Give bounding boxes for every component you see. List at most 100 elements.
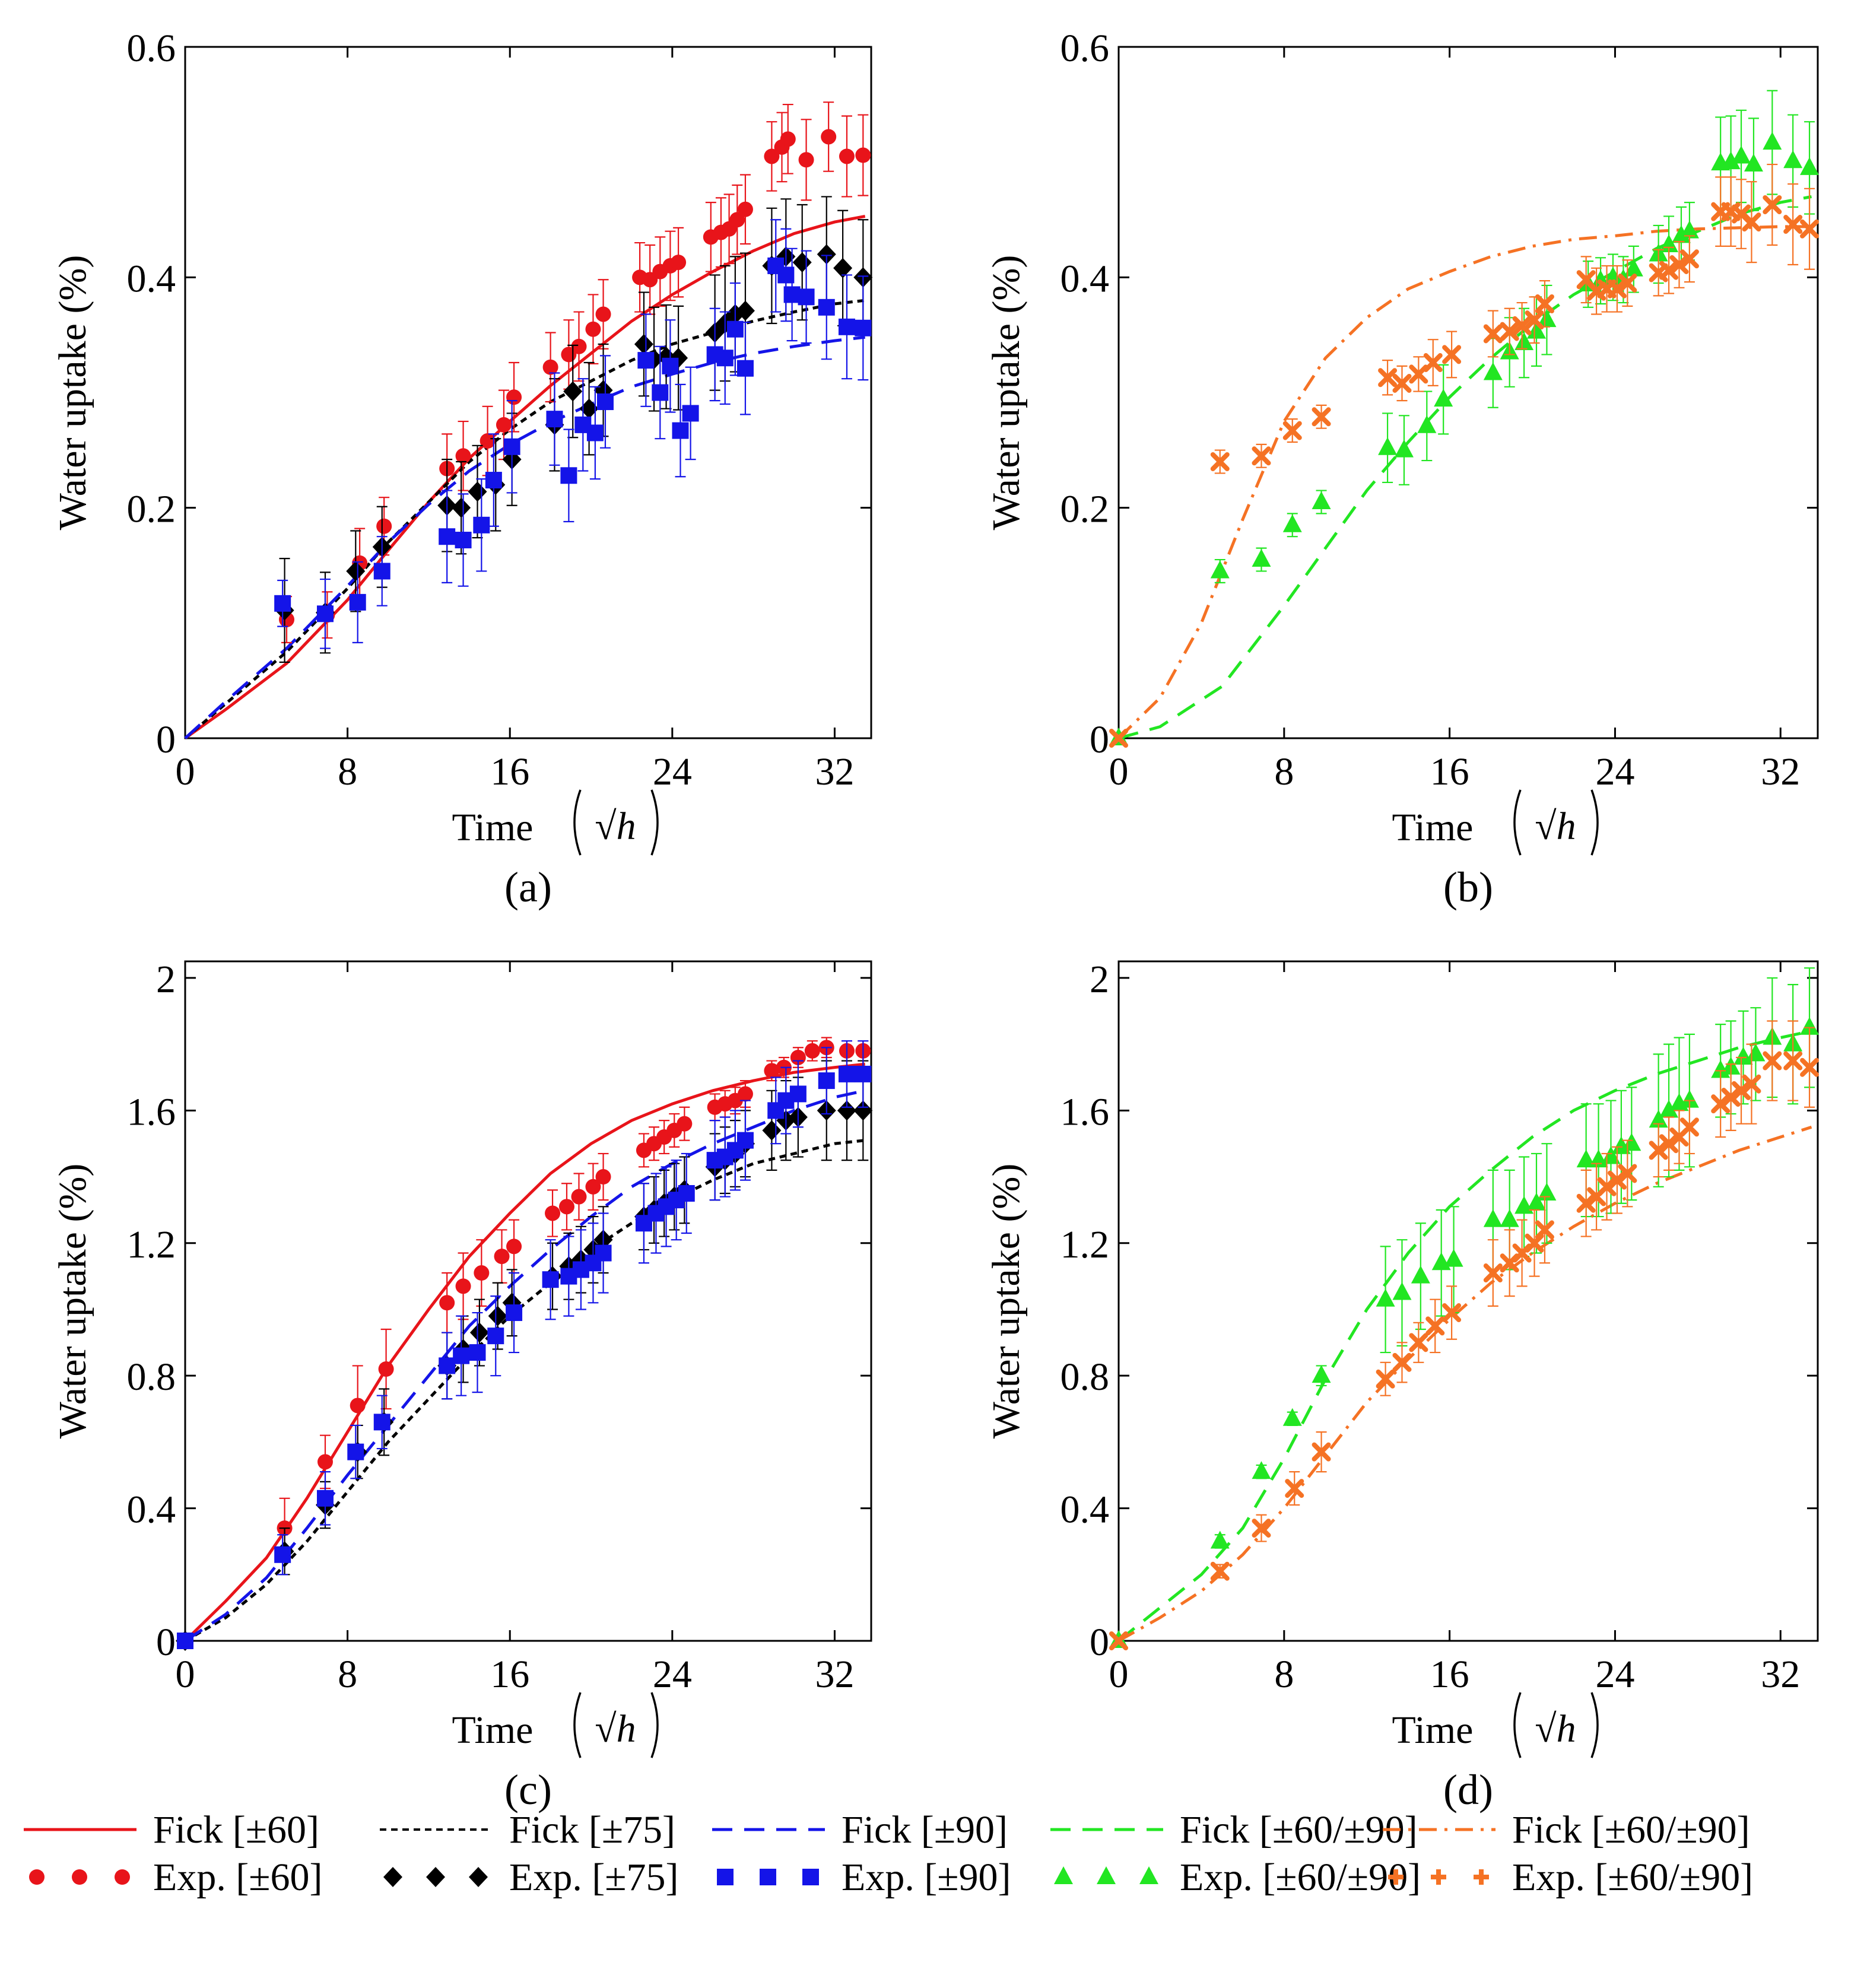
data-point [378,1361,394,1377]
data-point [474,1265,490,1281]
data-point [804,1043,820,1059]
data-point [837,1100,856,1121]
plot-frame [184,960,872,1642]
data-point [1679,1117,1699,1137]
data-point [634,334,653,354]
chart-panels: 0 8 16 24 32 0 0.2 0.4 0.6 Water uptake (%) Time √h… [51,27,1820,1814]
data-point [560,467,577,484]
legend-marker-swatch [72,1869,87,1885]
data-point [439,528,456,545]
chart-panel-c: 0 8 16 24 32 0 0.4 0.8 1.2 1.6 2 Water uptake (%) Ti… [51,958,873,1814]
data-point [672,422,689,439]
data-point [1800,219,1820,239]
legend-marker-swatch [1139,1866,1158,1884]
data-point [662,357,679,374]
legend-item: Fick [±60] [24,1808,319,1852]
x-axis-unit: √h [595,805,636,848]
data-point [1607,279,1627,298]
legend-item: Exp. [±75] [383,1856,679,1899]
data-point [1711,1094,1731,1114]
data-point [1442,1303,1462,1323]
data-point [1721,151,1741,170]
data-point [1282,514,1302,532]
y-tick-label: 0.6 [1060,27,1110,70]
data-point [1483,1209,1503,1227]
legend-item: Exp. [±90] [717,1856,1011,1899]
data-point [737,1086,753,1102]
y-tick-label: 0 [1090,718,1109,761]
data-point [1285,1479,1304,1498]
data-point [764,1063,780,1079]
data-point [833,258,853,278]
data-point [1763,1051,1782,1071]
y-tick-label: 0.4 [127,1488,176,1532]
data-point [346,561,366,582]
data-point [1252,446,1271,466]
data-point [792,252,812,273]
data-point [585,321,601,337]
data-point [839,148,855,164]
data-point [595,1244,612,1262]
data-point [1659,1100,1679,1118]
y-tick-label: 0 [156,718,176,761]
fit-line-black [184,1139,865,1643]
data-point [558,1199,574,1215]
x-axis-unit: √h [595,1707,636,1751]
left-paren-icon [573,1692,582,1758]
data-point [726,320,744,338]
panel-caption: (c) [504,1766,552,1814]
data-point [818,1072,835,1090]
x-tick-label: 8 [1274,750,1294,793]
data-point [677,1116,693,1132]
data-point [855,1065,872,1082]
plot-frame [1117,46,1819,739]
chart-panel-b: 0 8 16 24 32 0 0.2 0.4 0.6 Water uptake (%) Time √h… [985,27,1820,911]
data-point [853,1100,873,1121]
data-point [503,438,520,455]
legend-label: Fick [±75] [509,1808,675,1852]
series-blue [177,1040,872,1649]
data-point [480,433,496,449]
data-point [780,131,796,147]
x-axis-unit: √h [1535,805,1576,848]
legend-item: Exp. [±60] [29,1856,323,1899]
panel-caption: (d) [1443,1766,1493,1814]
fit-line-red [184,1062,865,1642]
legend-marker-swatch [1097,1866,1116,1884]
data-point [545,1205,561,1221]
data-point [1483,362,1503,380]
data-point [1679,1090,1699,1108]
data-point [637,352,655,369]
data-point [764,148,780,164]
y-tick-label: 0.6 [127,27,176,70]
data-point [1442,345,1462,364]
series-orange [1109,1020,1820,1650]
right-paren-icon [1590,789,1599,856]
chart-panel-a: 0 8 16 24 32 0 0.2 0.4 0.6 Water uptake (%) Time √h… [51,27,873,911]
data-point [1417,415,1437,433]
x-axis-unit: √h [1535,1707,1576,1751]
data-point [735,300,755,321]
data-point [1210,452,1230,471]
left-paren-icon [1513,789,1522,856]
series-blue [274,219,872,649]
legend-marker-swatch [802,1869,819,1885]
data-point [596,393,614,411]
data-point [1425,1316,1445,1336]
x-tick-label: 24 [653,1653,692,1696]
data-point [736,360,754,377]
data-point [1312,407,1331,427]
legend-marker-swatch [469,1867,488,1887]
x-tick-label: 24 [1595,750,1634,793]
data-point [1252,1519,1271,1538]
data-point [1763,195,1782,215]
right-paren-icon [650,1692,659,1758]
data-point [496,417,512,433]
data-point [1525,310,1544,330]
legend-item: Fick [±60/±90] [1050,1808,1418,1852]
data-point [506,1304,523,1322]
data-point [1527,320,1547,339]
data-point [1210,1561,1230,1581]
data-point [1444,1249,1463,1267]
